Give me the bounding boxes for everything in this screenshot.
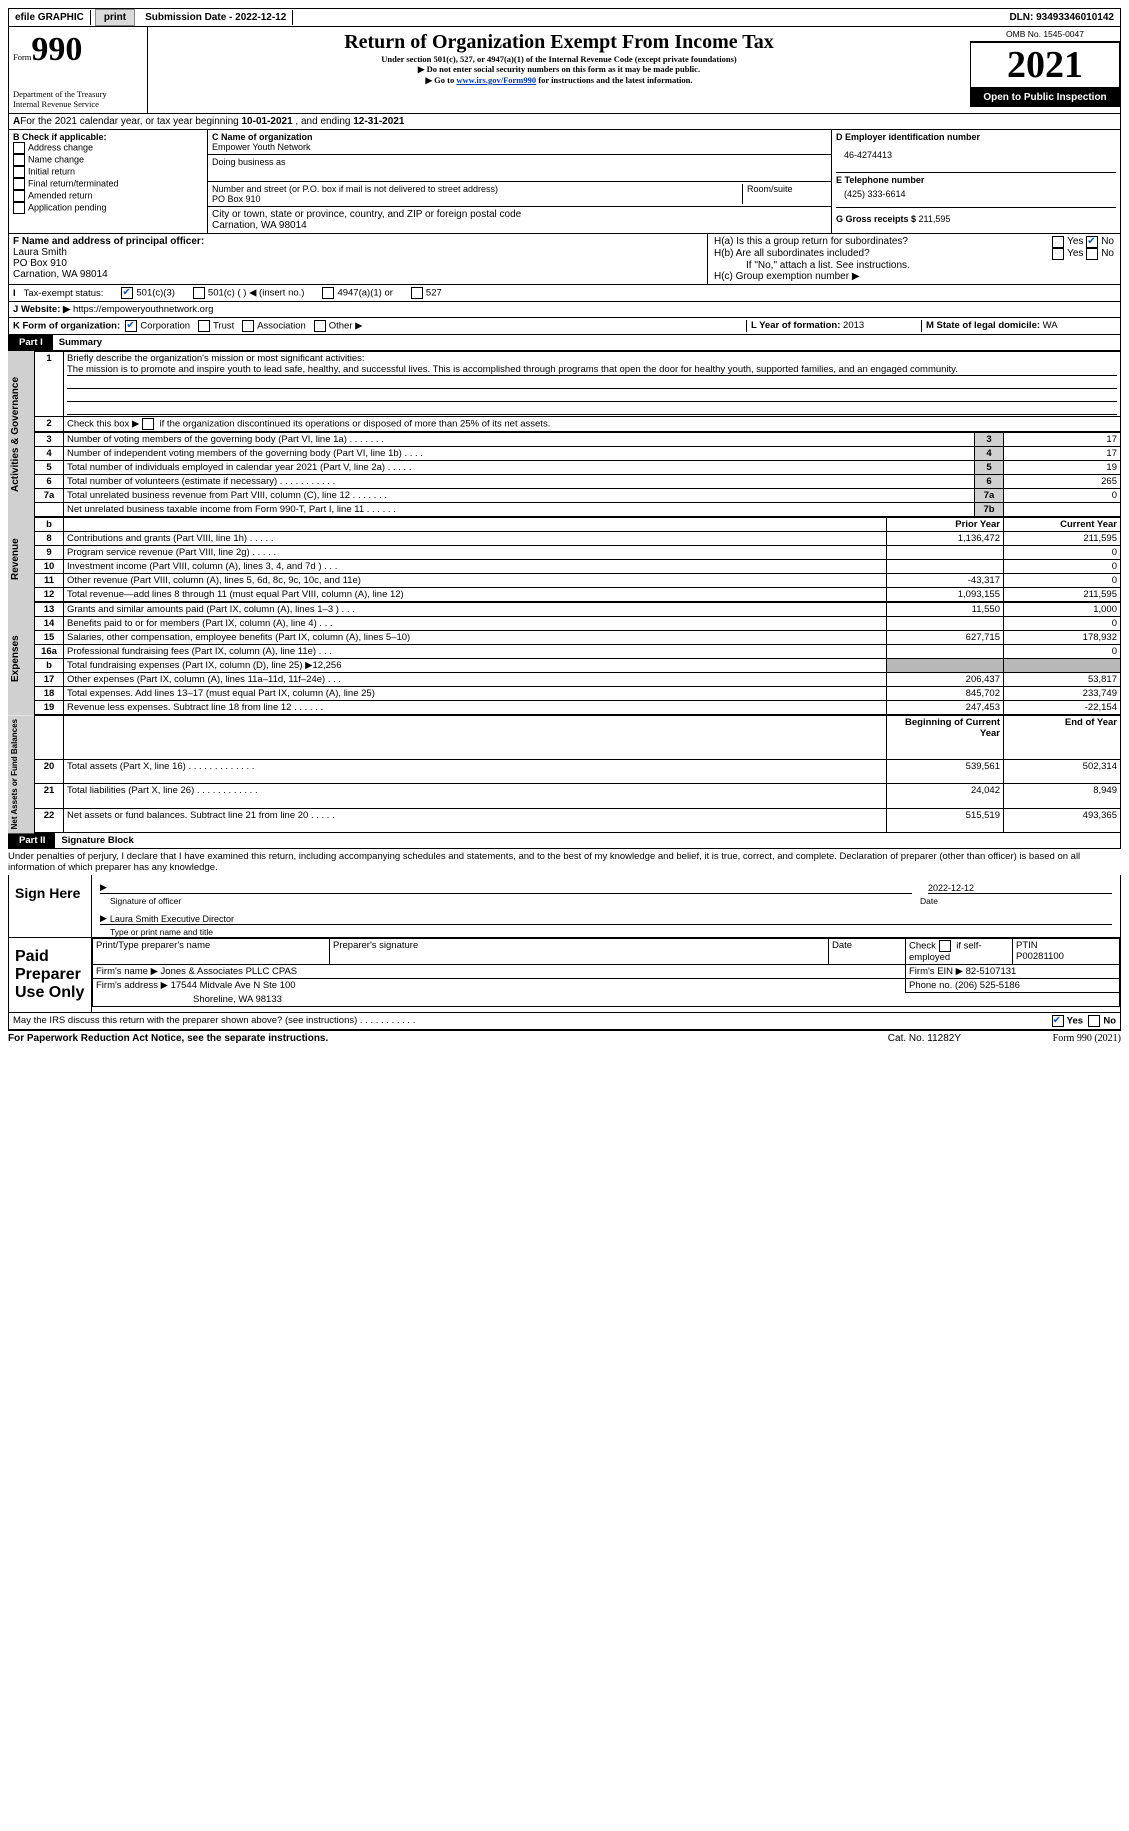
line-a: AFor the 2021 calendar year, or tax year… (8, 114, 1121, 130)
netassets-block: Net Assets or Fund Balances Beginning of… (8, 715, 1121, 833)
declaration-text: Under penalties of perjury, I declare th… (8, 849, 1121, 875)
footer: For Paperwork Reduction Act Notice, see … (8, 1030, 1121, 1044)
discuss-line: May the IRS discuss this return with the… (8, 1013, 1121, 1030)
submission-date: Submission Date - 2022-12-12 (139, 10, 293, 25)
efile-label: efile GRAPHIC (9, 10, 91, 25)
sign-here-block: Sign Here Signature of officer 2022-12-1… (8, 875, 1121, 938)
mission-text: The mission is to promote and inspire yo… (67, 364, 1117, 376)
part-ii-header: Part IISignature Block (8, 833, 1121, 849)
box-b: B Check if applicable: Address change Na… (9, 130, 208, 233)
revenue-block: Revenue bPrior YearCurrent Year8Contribu… (8, 517, 1121, 602)
paid-preparer-block: Paid Preparer Use Only Print/Type prepar… (8, 938, 1121, 1013)
form-prefix: Form (13, 52, 31, 62)
activities-label: Activities & Governance (8, 351, 34, 517)
dln: DLN: 93493346010142 (1003, 10, 1120, 25)
dept-label: Department of the Treasury Internal Reve… (13, 89, 143, 109)
org-address: PO Box 910 (212, 194, 261, 204)
omb-number: OMB No. 1545-0047 (970, 27, 1120, 42)
ein: 46-4274413 (844, 150, 1116, 160)
line-i: ITax-exempt status: 501(c)(3) 501(c) ( )… (8, 285, 1121, 302)
box-d-e-g: D Employer identification number 46-4274… (832, 130, 1120, 233)
irs-link[interactable]: www.irs.gov/Form990 (456, 75, 536, 85)
officer-signature: Laura Smith Executive Director (110, 914, 234, 924)
part-i-body: Activities & Governance 1Briefly describ… (8, 351, 1121, 517)
print-button[interactable]: print (95, 9, 135, 26)
summary-top: 1Briefly describe the organization's mis… (34, 351, 1121, 432)
officer-name: Laura Smith (13, 247, 67, 258)
header-block: B Check if applicable: Address change Na… (8, 130, 1121, 234)
firm-name: Jones & Associates PLLC CPAS (161, 966, 298, 977)
phone: (425) 333-6614 (844, 189, 1116, 199)
ptin: P00281100 (1016, 951, 1064, 962)
form-subtitle-3: ▶ Go to www.irs.gov/Form990 for instruct… (152, 75, 966, 86)
form-header: Form990 Department of the Treasury Inter… (8, 27, 1121, 114)
part-i-header: Part ISummary (8, 335, 1121, 351)
line-k-l-m: K Form of organization: Corporation Trus… (8, 318, 1121, 335)
org-city: Carnation, WA 98014 (212, 220, 307, 231)
tax-year: 2021 (970, 42, 1120, 88)
form-title: Return of Organization Exempt From Incom… (152, 31, 966, 54)
line-j: J Website: ▶ https://empoweryouthnetwork… (8, 302, 1121, 318)
box-c: C Name of organizationEmpower Youth Netw… (208, 130, 832, 233)
expenses-block: Expenses 13Grants and similar amounts pa… (8, 602, 1121, 715)
block-f-h: F Name and address of principal officer:… (8, 234, 1121, 285)
website: https://empoweryouthnetwork.org (73, 304, 213, 315)
form-subtitle-2: ▶ Do not enter social security numbers o… (152, 64, 966, 75)
form-subtitle-1: Under section 501(c), 527, or 4947(a)(1)… (152, 54, 966, 64)
summary-lines: 3Number of voting members of the governi… (34, 432, 1121, 517)
open-inspection: Open to Public Inspection (970, 88, 1120, 107)
gross-receipts: 211,595 (919, 214, 951, 224)
top-toolbar: efile GRAPHIC print Submission Date - 20… (8, 8, 1121, 27)
form-number: 990 (31, 31, 82, 68)
org-name: Empower Youth Network (212, 142, 311, 152)
